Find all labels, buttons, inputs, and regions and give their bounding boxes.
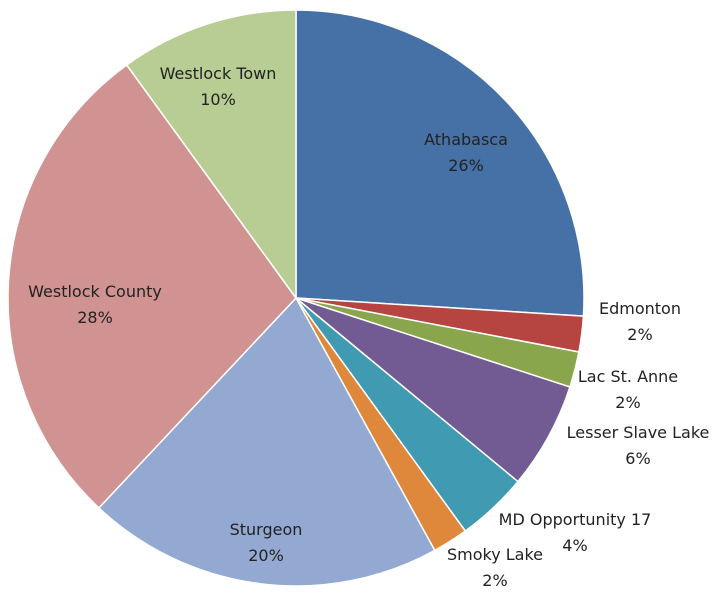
slice-label: Smoky Lake 2%: [447, 545, 543, 590]
slice-name: Smoky Lake: [447, 545, 543, 564]
slice-label: MD Opportunity 17 4%: [499, 510, 652, 555]
slice-value: 2%: [615, 393, 640, 412]
slice-value: 2%: [627, 325, 652, 344]
slice-value: 28%: [77, 308, 113, 327]
pie-slice: [295, 9, 585, 317]
pie-slice: [125, 9, 297, 301]
slice-label: Athabasca 26%: [424, 130, 508, 175]
slice-value: 26%: [448, 156, 484, 175]
slice-value: 4%: [562, 536, 587, 555]
slice-label: Sturgeon 20%: [230, 520, 303, 565]
slice-name: MD Opportunity 17: [499, 510, 652, 529]
slice-label: Lac St. Anne 2%: [578, 367, 678, 412]
pie-slice: [97, 296, 436, 587]
slice-label: Edmonton 2%: [599, 299, 681, 344]
slice-label: Lesser Slave Lake 6%: [567, 423, 710, 468]
slice-value: 10%: [200, 90, 236, 109]
slice-name: Lesser Slave Lake: [567, 423, 710, 442]
pie-slice: [7, 63, 297, 510]
slice-name: Athabasca: [424, 130, 508, 149]
slice-value: 6%: [625, 449, 650, 468]
slice-label: Westlock County 28%: [28, 282, 162, 327]
slice-name: Sturgeon: [230, 520, 303, 539]
slice-name: Lac St. Anne: [578, 367, 678, 386]
slice-label: Westlock Town 10%: [160, 64, 277, 109]
slice-name: Westlock County: [28, 282, 162, 301]
slice-name: Westlock Town: [160, 64, 277, 83]
slice-value: 2%: [482, 571, 507, 590]
slice-value: 20%: [248, 546, 284, 565]
slice-name: Edmonton: [599, 299, 681, 318]
